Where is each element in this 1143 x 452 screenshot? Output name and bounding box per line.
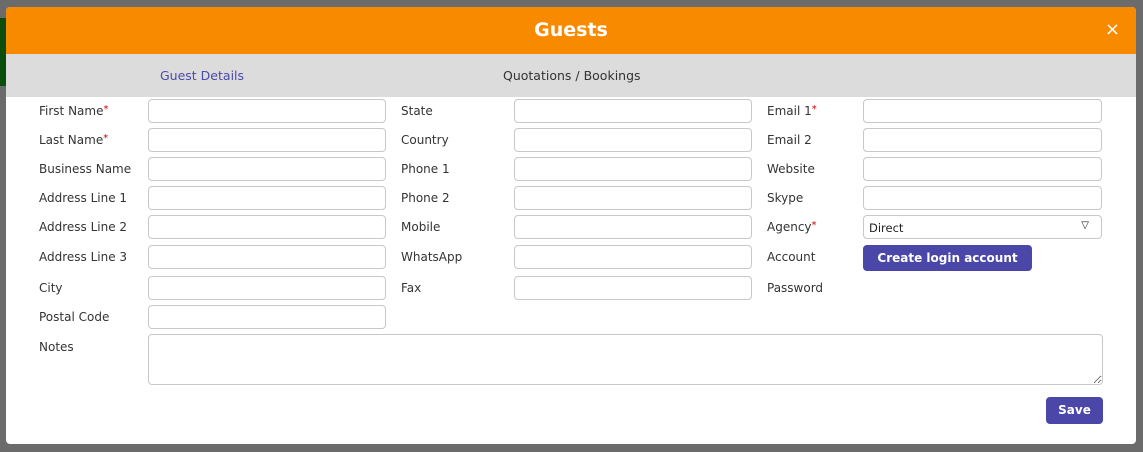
postal-code-label: Postal Code <box>39 310 109 324</box>
mobile-label: Mobile <box>401 220 440 234</box>
last-name-input[interactable] <box>148 128 386 152</box>
whatsapp-input[interactable] <box>514 245 752 269</box>
save-button[interactable]: Save <box>1046 397 1103 424</box>
chevron-down-icon: ▽ <box>1081 220 1089 231</box>
first-name-label: First Name* <box>39 104 108 118</box>
phone-2-input[interactable] <box>514 186 752 210</box>
label-text: Phone 2 <box>401 191 450 205</box>
label-text: Password <box>767 281 824 295</box>
whatsapp-label: WhatsApp <box>401 250 462 264</box>
label-text: Skype <box>767 191 804 205</box>
label-text: Address Line 3 <box>39 250 128 264</box>
address-line-2-label: Address Line 2 <box>39 220 127 234</box>
label-text: Country <box>401 133 449 147</box>
required-marker: * <box>103 104 109 115</box>
modal-title: Guests <box>534 19 608 41</box>
address-line-3-input[interactable] <box>148 245 386 269</box>
email-2-input[interactable] <box>863 128 1102 152</box>
email-2-label: Email 2 <box>767 133 812 147</box>
tab-guest-details[interactable]: Guest Details <box>160 68 245 83</box>
label-text: WhatsApp <box>401 250 463 264</box>
label-text: Email 2 <box>767 133 812 147</box>
state-input[interactable] <box>514 99 752 123</box>
label-text: Address Line 2 <box>39 220 128 234</box>
label-text: Agency <box>767 220 812 234</box>
label-text: Business Name <box>39 162 132 176</box>
fax-input[interactable] <box>514 276 752 300</box>
website-input[interactable] <box>863 157 1102 181</box>
last-name-label: Last Name* <box>39 133 108 147</box>
label-text: Address Line 1 <box>39 191 128 205</box>
first-name-input[interactable] <box>148 99 386 123</box>
phone-1-label: Phone 1 <box>401 162 450 176</box>
business-name-input[interactable] <box>148 157 386 181</box>
modal-header: Guests × <box>6 7 1136 54</box>
address-line-3-label: Address Line 3 <box>39 250 127 264</box>
label-text: First Name <box>39 104 104 118</box>
state-label: State <box>401 104 433 118</box>
tab-quotations-bookings[interactable]: Quotations / Bookings <box>503 68 641 83</box>
label-text: State <box>401 104 433 118</box>
country-input[interactable] <box>514 128 752 152</box>
label-text: Phone 1 <box>401 162 450 176</box>
required-marker: * <box>103 133 109 144</box>
notes-textarea[interactable] <box>148 334 1103 385</box>
website-label: Website <box>767 162 815 176</box>
phone-1-input[interactable] <box>514 157 752 181</box>
label-text: Website <box>767 162 815 176</box>
tab-bar: Guest Details Quotations / Bookings <box>6 54 1136 97</box>
postal-code-input[interactable] <box>148 305 386 329</box>
country-label: Country <box>401 133 449 147</box>
agency-value: Direct <box>869 221 904 235</box>
label-text: Last Name <box>39 133 104 147</box>
background-page <box>0 18 8 86</box>
password-label: Password <box>767 281 823 295</box>
city-label: City <box>39 281 63 295</box>
required-marker: * <box>811 220 817 231</box>
guests-modal: Guests × Guest Details Quotations / Book… <box>6 7 1136 444</box>
email-1-label: Email 1* <box>767 104 817 118</box>
notes-label: Notes <box>39 340 74 354</box>
account-label: Account <box>767 250 815 264</box>
address-line-1-label: Address Line 1 <box>39 191 127 205</box>
label-text: Account <box>767 250 816 264</box>
label-text: City <box>39 281 63 295</box>
business-name-label: Business Name <box>39 162 131 176</box>
agency-select[interactable]: Direct ▽ <box>863 215 1102 239</box>
mobile-input[interactable] <box>514 215 752 239</box>
required-marker: * <box>811 104 817 115</box>
label-text: Postal Code <box>39 310 110 324</box>
label-text: Fax <box>401 281 422 295</box>
label-text: Mobile <box>401 220 441 234</box>
address-line-1-input[interactable] <box>148 186 386 210</box>
label-text: Email 1 <box>767 104 812 118</box>
agency-label: Agency* <box>767 220 817 234</box>
address-line-2-input[interactable] <box>148 215 386 239</box>
phone-2-label: Phone 2 <box>401 191 450 205</box>
email-1-input[interactable] <box>863 99 1102 123</box>
create-login-account-button[interactable]: Create login account <box>863 245 1032 271</box>
skype-input[interactable] <box>863 186 1102 210</box>
city-input[interactable] <box>148 276 386 300</box>
skype-label: Skype <box>767 191 803 205</box>
fax-label: Fax <box>401 281 421 295</box>
close-icon[interactable]: × <box>1104 19 1120 40</box>
